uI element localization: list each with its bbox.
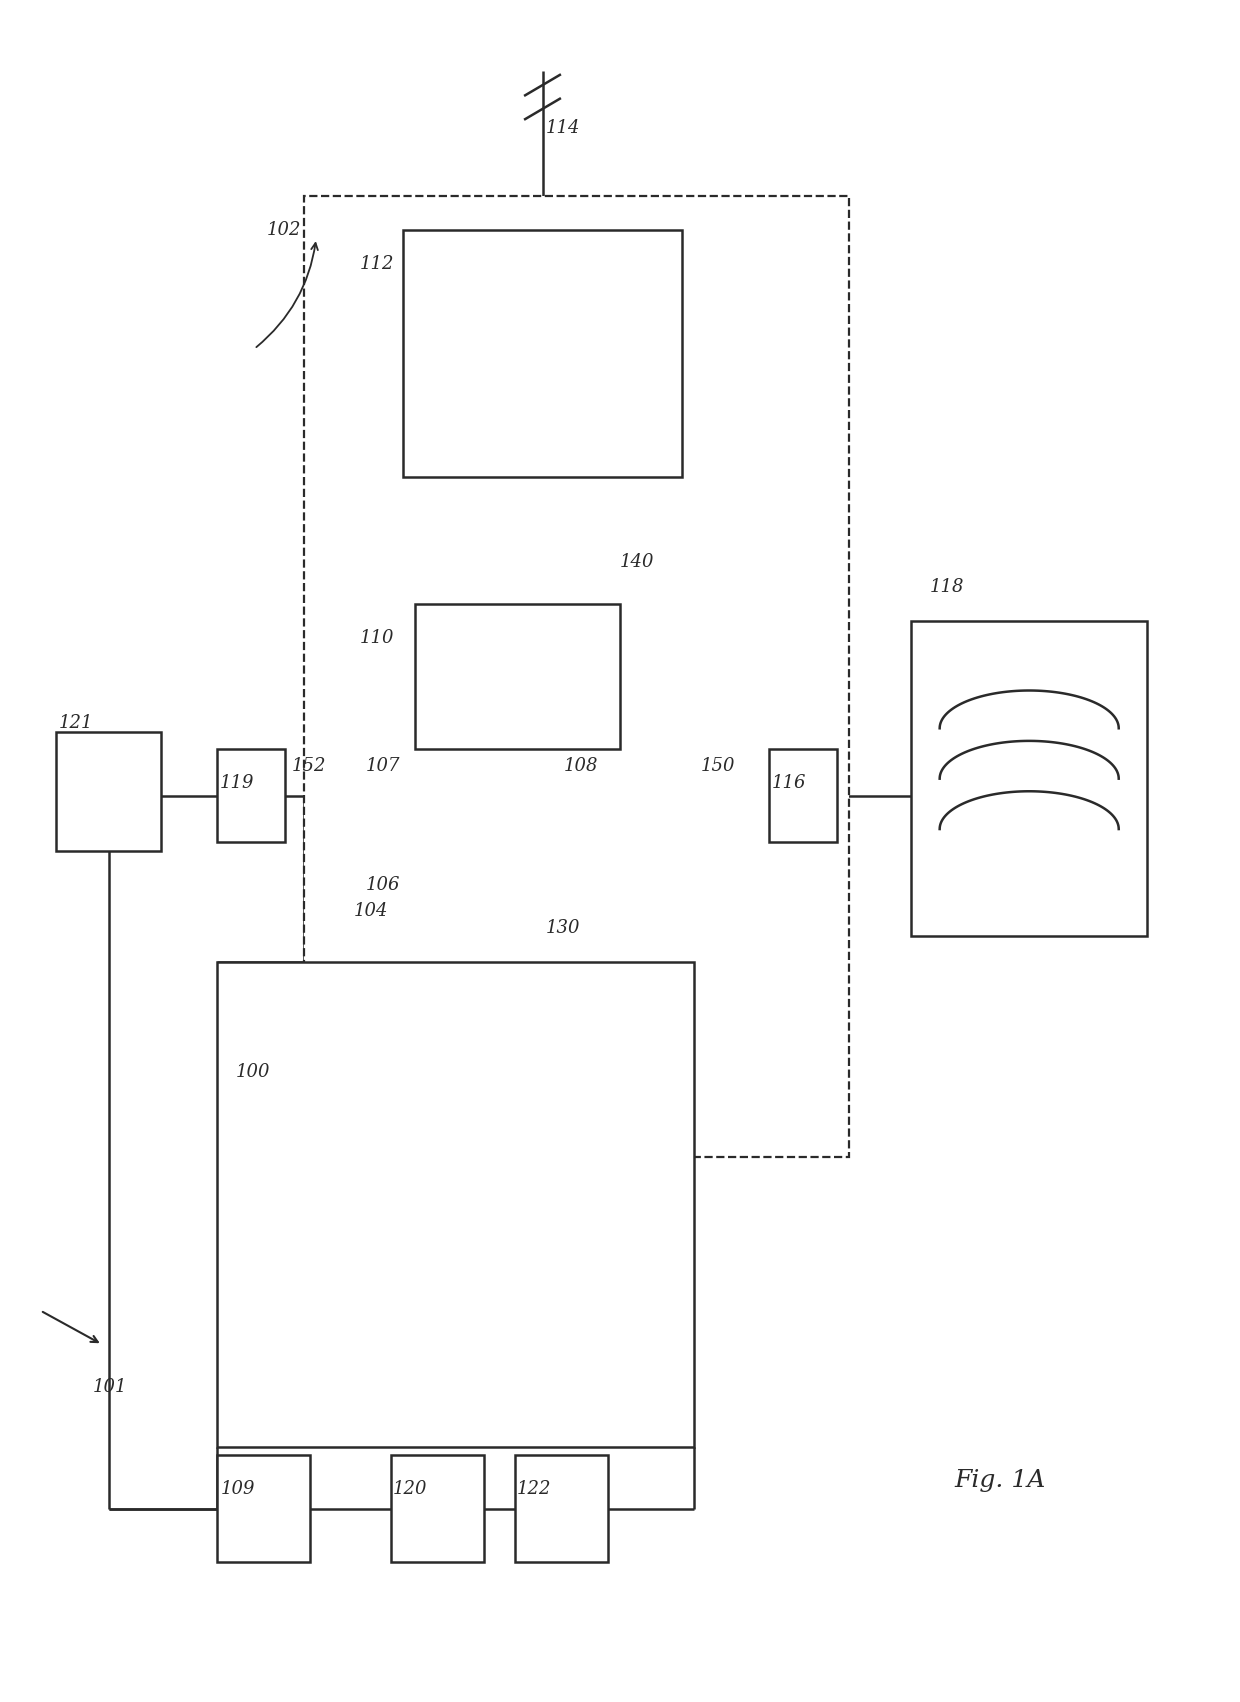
Bar (391, 1455, 484, 1562)
Bar (769, 749, 837, 842)
Text: 116: 116 (771, 774, 806, 791)
Text: Fig. 1A: Fig. 1A (955, 1469, 1047, 1493)
Bar (304, 196, 849, 1157)
Text: 122: 122 (517, 1481, 552, 1498)
Text: 112: 112 (360, 255, 394, 272)
Text: 107: 107 (366, 757, 401, 774)
Text: 140: 140 (620, 553, 655, 570)
Text: 152: 152 (291, 757, 326, 774)
Bar (911, 621, 1147, 936)
Bar (403, 230, 682, 477)
Text: 101: 101 (93, 1379, 128, 1396)
Bar (217, 962, 694, 1447)
Bar (515, 1455, 608, 1562)
Text: 110: 110 (360, 630, 394, 647)
Text: 104: 104 (353, 902, 388, 919)
Bar (415, 604, 620, 749)
Text: 102: 102 (267, 221, 301, 238)
Text: 109: 109 (221, 1481, 255, 1498)
Text: 120: 120 (393, 1481, 428, 1498)
Bar (56, 732, 161, 851)
Text: 114: 114 (546, 119, 580, 136)
Text: 130: 130 (546, 919, 580, 936)
Text: 106: 106 (366, 877, 401, 894)
Text: 121: 121 (58, 715, 93, 732)
Text: 100: 100 (236, 1064, 270, 1081)
Text: 108: 108 (564, 757, 599, 774)
Bar (217, 749, 285, 842)
Text: 118: 118 (930, 579, 965, 596)
Bar (217, 1455, 310, 1562)
Text: 150: 150 (701, 757, 735, 774)
Text: 119: 119 (219, 774, 254, 791)
